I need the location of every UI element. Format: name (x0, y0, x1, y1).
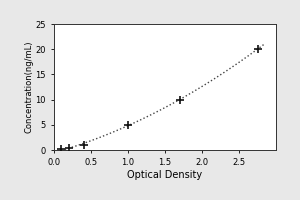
X-axis label: Optical Density: Optical Density (128, 170, 202, 180)
Y-axis label: Concentration(ng/mL): Concentration(ng/mL) (25, 41, 34, 133)
